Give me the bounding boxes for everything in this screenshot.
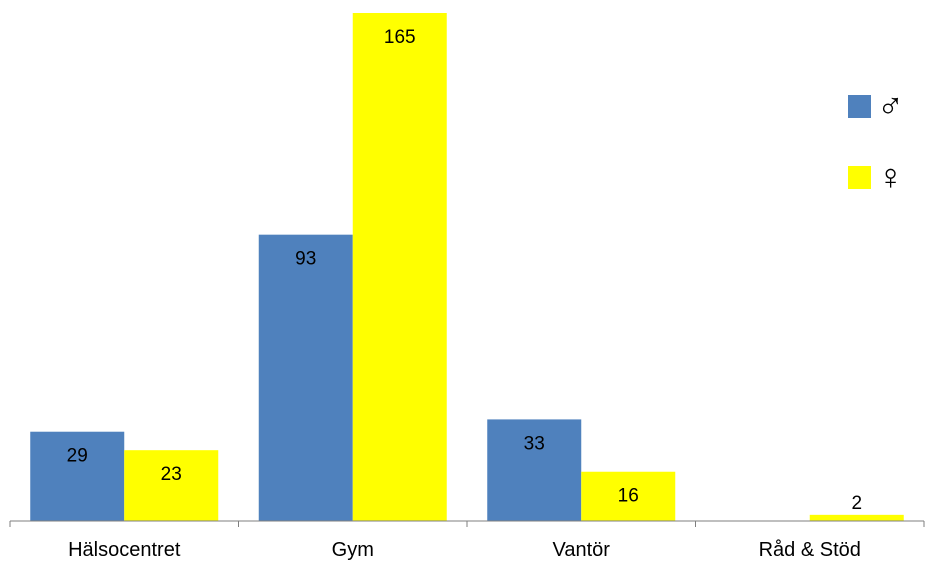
data-label: 2 <box>851 493 862 514</box>
bar-male-2 <box>487 419 582 521</box>
category-label: Gym <box>332 539 374 561</box>
data-label: 16 <box>618 486 639 507</box>
x-axis-category-labels: Hälsocentret Gym Vantör Råd & Stöd <box>68 539 861 561</box>
bars-group <box>30 13 904 521</box>
legend-label-male: ♂ <box>877 85 904 126</box>
category-label: Hälsocentret <box>68 539 181 561</box>
data-label: 165 <box>384 27 416 48</box>
bar-male-0 <box>30 431 125 521</box>
x-axis-ticks <box>9 521 925 527</box>
legend: ♂♀ <box>848 85 904 197</box>
bar-female-1 <box>352 13 447 521</box>
bar-female-0 <box>124 450 219 521</box>
legend-swatch-female <box>848 166 871 189</box>
category-label: Råd & Stöd <box>759 539 861 561</box>
data-label: 93 <box>295 249 316 270</box>
legend-label-female: ♀ <box>877 156 904 197</box>
bar-female-3 <box>809 514 904 521</box>
legend-swatch-male <box>848 95 871 118</box>
bar-female-2 <box>581 471 676 521</box>
data-labels-group: 29 23 93 165 33 16 2 <box>67 27 862 514</box>
data-label: 29 <box>67 446 88 467</box>
category-label: Vantör <box>553 539 611 561</box>
data-label: 23 <box>161 464 182 485</box>
data-label: 33 <box>524 433 545 454</box>
bar-male-1 <box>258 234 353 521</box>
